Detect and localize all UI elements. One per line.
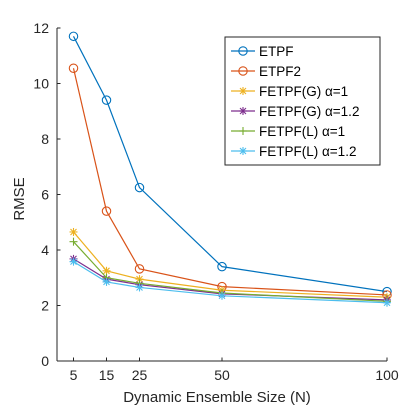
y-tick-label-1: 2 [41, 298, 49, 314]
legend: ETPF ETPF2 FETPF(G) α=1 FETPF(G) α=1.2 FETPF… [224, 36, 381, 166]
y-tick-label-4: 8 [41, 131, 49, 147]
y-tick-label-3: 6 [41, 187, 49, 203]
legend-marker-3 [239, 107, 247, 115]
series-5-point-2 [135, 283, 144, 292]
series-5-point-3 [218, 291, 226, 300]
legend-item-4: FETPF(L) α=1 [231, 124, 345, 139]
series-1-point-1 [101, 206, 112, 216]
series-0-point-0 [68, 31, 79, 42]
series-layer [68, 31, 392, 307]
series-2-point-0 [69, 227, 78, 236]
legend-marker-0 [238, 46, 248, 56]
series-0-point-3 [217, 261, 227, 272]
x-tick-label-4: 100 [375, 367, 399, 383]
axes-layer: 5 15 25 50 100 0 2 4 6 8 10 12 [33, 20, 398, 383]
series-5-point-1 [102, 277, 111, 286]
series-5-point-0 [69, 257, 78, 266]
legend-label-5: FETPF(L) α=1.2 [259, 144, 356, 159]
legend-item-0: ETPF [231, 44, 294, 59]
x-tick-label-0: 5 [70, 367, 78, 383]
series-line-1 [72, 68, 388, 296]
series-1-point-0 [68, 63, 79, 73]
legend-label-4: FETPF(L) α=1 [259, 124, 345, 139]
legend-item-3: FETPF(G) α=1.2 [231, 104, 359, 119]
x-axis-label: Dynamic Ensemble Size (N) [123, 389, 311, 406]
legend-label-2: FETPF(G) α=1 [259, 84, 348, 99]
legend-marker-5 [239, 147, 247, 155]
legend-item-1: ETPF2 [231, 64, 301, 79]
series-0 [68, 31, 392, 297]
x-tick-label-2: 25 [132, 367, 148, 383]
y-axis-label: RMSE [11, 177, 28, 220]
series-0-point-1 [101, 95, 112, 105]
series-1 [68, 63, 392, 300]
y-tick-label-0: 0 [41, 353, 49, 369]
series-1-point-2 [134, 264, 145, 274]
series-2-point-2 [135, 275, 144, 284]
y-tick-label-6: 12 [33, 20, 49, 36]
legend-item-5: FETPF(L) α=1.2 [231, 144, 356, 159]
series-2-point-1 [102, 266, 111, 275]
series-4-point-0 [69, 237, 78, 246]
legend-label-3: FETPF(G) α=1.2 [259, 104, 359, 119]
legend-box [224, 36, 381, 166]
series-5 [69, 257, 391, 307]
series-5-point-4 [383, 298, 391, 307]
y-tick-label-2: 4 [41, 242, 49, 258]
x-tick-label-3: 50 [214, 367, 230, 383]
x-tick-label-1: 15 [99, 367, 115, 383]
y-tick-label-5: 10 [33, 76, 49, 92]
series-line-0 [72, 36, 388, 293]
legend-item-2: FETPF(G) α=1 [231, 84, 348, 99]
legend-label-1: ETPF2 [259, 64, 301, 79]
legend-marker-1 [238, 66, 248, 76]
legend-marker-4 [239, 127, 247, 135]
legend-marker-2 [239, 87, 247, 95]
legend-label-0: ETPF [259, 44, 294, 59]
series-0-point-2 [134, 182, 145, 193]
